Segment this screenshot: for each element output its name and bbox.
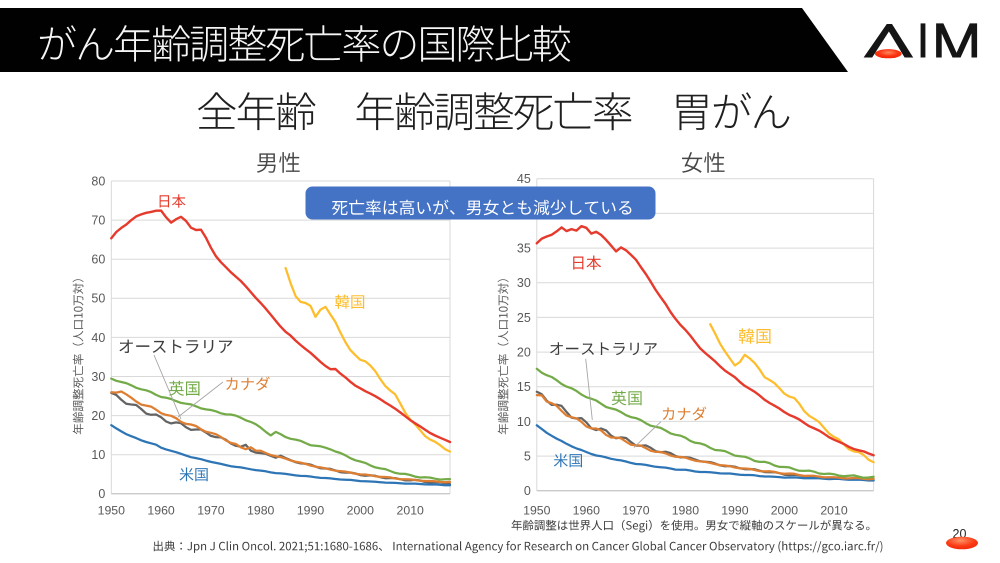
svg-text:40: 40: [91, 331, 105, 345]
svg-text:1980: 1980: [672, 504, 700, 518]
svg-text:10: 10: [91, 448, 105, 462]
svg-text:20: 20: [91, 409, 105, 423]
svg-text:0: 0: [98, 487, 105, 501]
svg-text:30: 30: [91, 370, 105, 384]
svg-text:2000: 2000: [771, 504, 799, 518]
svg-text:50: 50: [91, 292, 105, 306]
svg-text:1950: 1950: [98, 504, 126, 518]
svg-text:1970: 1970: [197, 504, 225, 518]
svg-text:30: 30: [517, 276, 531, 290]
svg-text:2000: 2000: [347, 504, 375, 518]
svg-text:1970: 1970: [622, 504, 650, 518]
svg-text:0: 0: [524, 484, 531, 498]
svg-text:15: 15: [517, 380, 531, 394]
svg-text:1950: 1950: [523, 504, 551, 518]
svg-text:2010: 2010: [820, 504, 848, 518]
svg-text:1990: 1990: [297, 504, 325, 518]
svg-text:70: 70: [91, 214, 105, 228]
svg-text:80: 80: [91, 174, 105, 188]
svg-text:45: 45: [517, 172, 531, 186]
svg-text:1960: 1960: [573, 504, 601, 518]
svg-text:5: 5: [524, 450, 531, 464]
svg-text:25: 25: [517, 311, 531, 325]
svg-text:60: 60: [91, 253, 105, 267]
svg-text:20: 20: [517, 346, 531, 360]
svg-text:1990: 1990: [721, 504, 749, 518]
svg-text:1960: 1960: [147, 504, 175, 518]
svg-text:10: 10: [517, 415, 531, 429]
svg-text:2010: 2010: [397, 504, 425, 518]
svg-text:35: 35: [517, 242, 531, 256]
svg-text:1980: 1980: [247, 504, 275, 518]
